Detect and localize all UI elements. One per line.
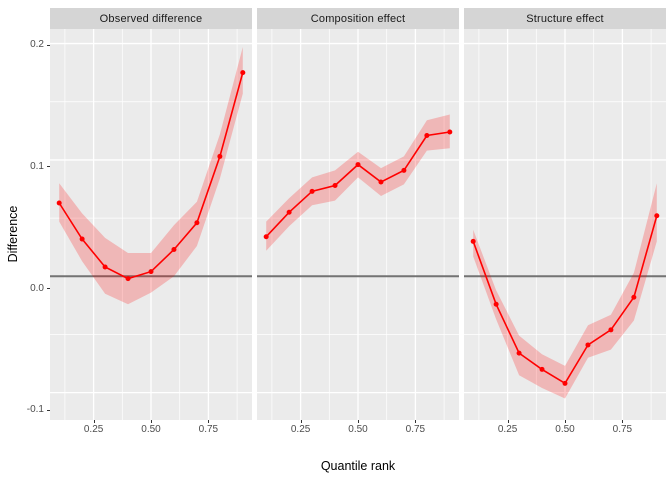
x-axis-observed-difference: 0.25 0.50 0.75 xyxy=(50,419,252,439)
x-axis-composition-effect: 0.25 0.50 0.75 xyxy=(257,419,459,439)
y-tick-mark xyxy=(47,166,50,168)
x-tick-mark xyxy=(208,419,210,423)
facet-strip: Observed difference xyxy=(50,8,252,30)
x-axis-structure-effect: 0.25 0.50 0.75 xyxy=(464,419,666,439)
data-point xyxy=(286,209,292,215)
facet-title: Composition effect xyxy=(310,12,406,25)
data-point xyxy=(263,234,269,240)
x-tick-label: 0.25 xyxy=(290,423,311,435)
data-point xyxy=(470,238,476,244)
x-tick-label: 0.75 xyxy=(612,423,633,435)
data-point xyxy=(240,70,246,76)
y-tick-label: -0.1 xyxy=(26,404,44,416)
data-point xyxy=(217,153,223,159)
facet-composition-effect: Composition effect 0.25 0.50 0.75 xyxy=(257,8,459,439)
x-tick-mark xyxy=(622,419,624,423)
data-point xyxy=(401,167,407,173)
x-tick-mark xyxy=(358,419,359,423)
panel-structure-effect xyxy=(464,29,666,420)
panel-observed-difference xyxy=(50,29,252,420)
facet-strip: Structure effect xyxy=(464,8,666,30)
data-point xyxy=(309,188,315,194)
data-point xyxy=(424,133,430,139)
y-axis: 0.2 0.1 0.0 -0.1 xyxy=(0,30,50,439)
data-point xyxy=(332,183,338,189)
data-point xyxy=(102,264,108,270)
y-tick-mark xyxy=(47,288,50,290)
facet-title: Observed difference xyxy=(99,12,203,25)
x-tick-mark xyxy=(565,419,566,423)
confidence-ribbon xyxy=(59,47,243,305)
data-point xyxy=(631,294,637,300)
data-point xyxy=(493,301,499,307)
data-point xyxy=(378,179,384,185)
data-point xyxy=(562,380,568,386)
data-point xyxy=(171,247,177,253)
facet-structure-effect: Structure effect 0.25 0.50 0.75 xyxy=(464,8,666,439)
y-tick-label: 0.0 xyxy=(30,282,44,294)
x-tick-mark xyxy=(300,419,302,423)
data-point xyxy=(56,200,62,206)
data-point xyxy=(355,162,361,168)
data-point xyxy=(608,327,614,333)
data-point xyxy=(539,366,545,372)
data-point xyxy=(79,236,85,242)
facet-plot xyxy=(50,29,252,420)
data-point xyxy=(516,350,522,356)
facet-plot xyxy=(257,29,459,420)
confidence-ribbon xyxy=(266,114,450,251)
x-tick-label: 0.75 xyxy=(198,423,219,435)
y-tick-mark xyxy=(47,409,50,411)
x-tick-label: 0.25 xyxy=(497,423,518,435)
plot-area: Observed difference 0.25 0.50 0.75 Composi… xyxy=(50,8,666,439)
x-tick-label: 0.75 xyxy=(405,423,426,435)
x-tick-label: 0.50 xyxy=(555,423,575,435)
x-axis-title: Quantile rank xyxy=(320,459,396,473)
x-tick-label: 0.50 xyxy=(348,423,368,435)
data-point xyxy=(585,342,591,348)
data-point xyxy=(148,269,154,275)
y-tick-label: 0.1 xyxy=(30,160,44,172)
confidence-ribbon xyxy=(473,183,657,399)
facet-plot xyxy=(464,29,666,420)
data-point xyxy=(654,213,660,219)
x-tick-label: 0.50 xyxy=(141,423,161,435)
x-tick-mark xyxy=(93,419,95,423)
facet-observed-difference: Observed difference 0.25 0.50 0.75 xyxy=(50,8,252,439)
facet-title: Structure effect xyxy=(526,12,604,25)
x-tick-label: 0.25 xyxy=(83,423,104,435)
y-tick-label: 0.2 xyxy=(30,39,44,51)
data-point xyxy=(125,276,131,282)
x-tick-mark xyxy=(415,419,417,423)
x-tick-mark xyxy=(151,419,152,423)
y-tick-mark xyxy=(47,44,50,46)
panel-composition-effect xyxy=(257,29,459,420)
x-tick-mark xyxy=(507,419,509,423)
data-point xyxy=(194,220,200,226)
data-point xyxy=(447,129,453,135)
facet-strip: Composition effect xyxy=(257,8,459,30)
